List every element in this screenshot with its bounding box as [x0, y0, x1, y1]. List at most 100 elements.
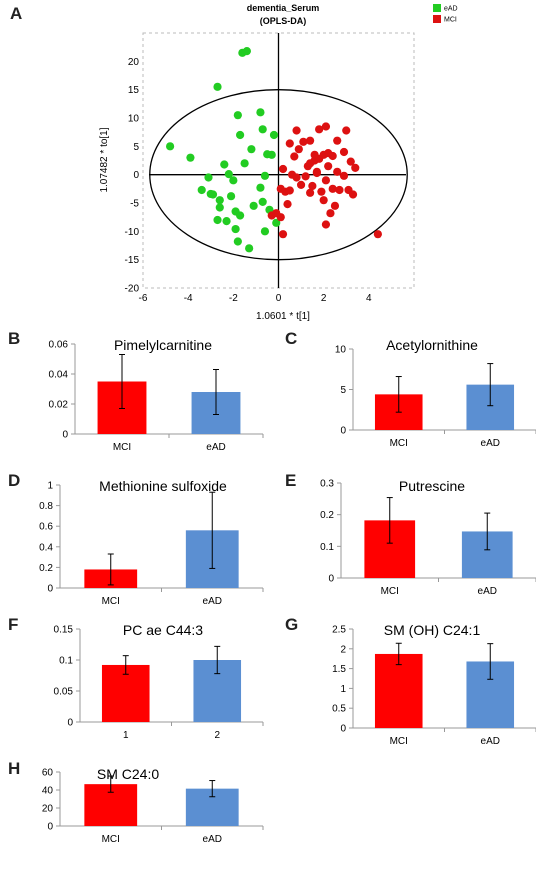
scatter-point-ead: [204, 173, 213, 182]
y-tick-label: 10: [128, 114, 140, 125]
y-tick-label: 0: [67, 718, 73, 729]
panel-letter-e: E: [285, 471, 296, 490]
x-tick-label: MCI: [390, 438, 408, 449]
bar-chart-title-f: PC ae C44:3: [123, 622, 203, 638]
panel-letter-d: D: [8, 471, 20, 490]
panel-letter-f: F: [8, 615, 18, 634]
scatter-point-ead: [247, 145, 256, 154]
scatter-point-mci: [278, 164, 288, 174]
scatter-point-mci: [321, 220, 331, 229]
scatter-point-ead: [213, 82, 222, 91]
scatter-point-mci: [326, 209, 335, 218]
x-tick-label: 1: [123, 730, 129, 741]
y-tick-label: 0: [340, 426, 346, 437]
y-tick-label: 40: [42, 786, 54, 797]
x-tick-label: MCI: [381, 586, 399, 597]
scatter-point-ead: [260, 171, 270, 180]
scatter-point-ead: [256, 183, 265, 192]
x-tick-label: eAD: [481, 736, 500, 747]
y-tick-label: 2.5: [332, 625, 346, 636]
scatter-point-ead: [222, 217, 231, 226]
y-tick-label: 60: [42, 768, 54, 779]
bar-mci: [374, 653, 423, 728]
scatter-point-ead: [263, 150, 272, 159]
scatter-point-ead: [166, 142, 175, 151]
scatter-point-ead: [236, 211, 245, 220]
scatter-point-ead: [215, 203, 224, 212]
y-tick-label: 1: [340, 684, 346, 695]
scatter-point-mci: [283, 200, 292, 209]
panel-letter-g: G: [285, 615, 298, 634]
legend-label-ead: eAD: [444, 6, 458, 13]
scatter-point-mci: [294, 145, 303, 154]
y-tick-label: 10: [335, 345, 347, 356]
y-tick-label: 5: [340, 385, 346, 396]
scatter-point-ead: [197, 185, 206, 195]
x-tick-label: MCI: [102, 834, 120, 845]
y-tick-label: -5: [130, 199, 139, 210]
scatter-point-mci: [292, 126, 301, 135]
bar-chart-title-e: Putrescine: [399, 478, 465, 494]
scatter-point-mci: [335, 185, 344, 195]
scatter-point-mci: [333, 167, 342, 176]
panel-letter-b: B: [8, 329, 20, 348]
y-tick-label: 1: [47, 481, 53, 492]
scatter-point-ead: [233, 111, 242, 120]
y-tick-label: -15: [125, 255, 140, 266]
bar-chart-title-b: Pimelylcarnitine: [114, 337, 212, 353]
panel-letter-c: C: [285, 329, 297, 348]
x-tick-label: MCI: [102, 596, 120, 607]
y-tick-label: 0: [62, 430, 68, 441]
y-tick-label: -10: [125, 227, 140, 238]
y-tick-label: 0: [340, 724, 346, 735]
y-tick-label: 0.6: [39, 522, 53, 533]
legend-label-mci: MCI: [444, 17, 457, 24]
scatter-point-mci: [296, 180, 306, 189]
y-tick-label: 15: [128, 85, 140, 96]
y-tick-label: -20: [125, 284, 140, 295]
scatter-point-ead: [260, 227, 270, 236]
y-axis-label: 1.07482 * to[1]: [99, 127, 110, 192]
scatter-point-mci: [321, 176, 331, 185]
scatter-point-mci: [328, 184, 337, 193]
y-tick-label: 0: [47, 822, 53, 833]
y-tick-label: 0.04: [49, 370, 69, 381]
scatter-point-ead: [186, 153, 195, 162]
y-tick-label: 0.02: [49, 400, 69, 411]
scatter-point-mci: [312, 168, 321, 178]
scatter-point-mci: [317, 187, 326, 196]
scatter-point-mci: [278, 230, 288, 239]
scatter-point-mci: [315, 125, 324, 134]
x-tick-label: -2: [229, 293, 238, 304]
x-tick-label: 2: [214, 730, 220, 741]
bar-chart-title-h: SM C24:0: [97, 766, 159, 782]
scatter-point-mci: [333, 136, 342, 145]
x-tick-label: -4: [184, 293, 193, 304]
x-tick-label: eAD: [206, 442, 225, 453]
scatter-point-mci: [339, 147, 349, 157]
y-tick-label: 2: [340, 644, 346, 655]
scatter-point-ead: [249, 201, 258, 210]
y-tick-label: 0.1: [59, 656, 73, 667]
scatter-point-mci: [306, 136, 315, 145]
scatter-point-mci: [272, 209, 281, 218]
scatter-point-ead: [236, 130, 245, 140]
scatter-point-ead: [229, 176, 238, 185]
scatter-point-ead: [258, 197, 267, 206]
x-tick-label: -6: [139, 293, 148, 304]
scatter-point-ead: [240, 159, 249, 168]
scatter-point-mci: [285, 139, 294, 148]
y-tick-label: 5: [133, 142, 139, 153]
x-tick-label: 0: [276, 293, 282, 304]
scatter-point-ead: [269, 130, 279, 140]
y-tick-label: 0.15: [54, 625, 74, 636]
scatter-point-mci: [342, 126, 351, 135]
bar-chart-title-c: Acetylornithine: [386, 337, 478, 353]
legend-swatch-ead: [433, 4, 441, 12]
scatter-point-mci: [292, 173, 301, 182]
scatter-point-mci: [290, 152, 299, 161]
scatter-subtitle: (OPLS-DA): [260, 16, 307, 26]
y-tick-label: 0.4: [39, 542, 53, 553]
scatter-point-mci: [351, 163, 360, 172]
